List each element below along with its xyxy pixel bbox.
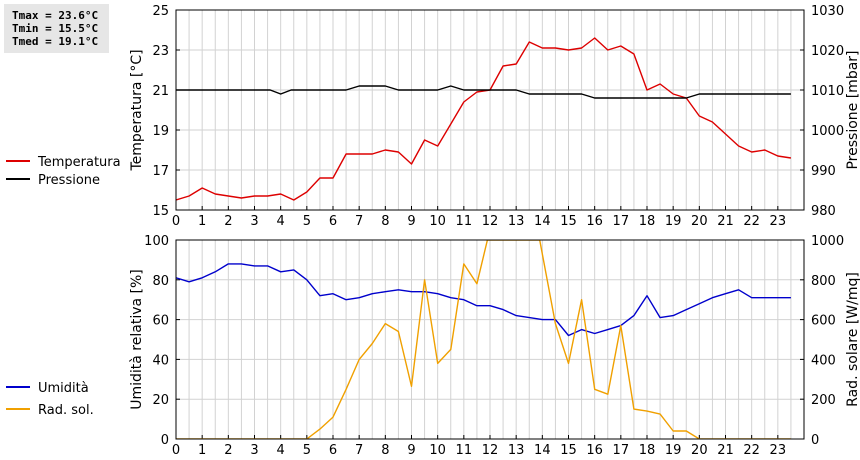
- x-tick-label: 12: [482, 214, 499, 229]
- tmax-label: Tmax = 23.6°C: [12, 9, 99, 22]
- x-tick-label: 16: [586, 214, 603, 229]
- y-axis-label: Umidità relativa [%]: [129, 269, 145, 410]
- y2-tick-label: 200: [811, 393, 836, 408]
- x-tick-label: 15: [560, 214, 577, 229]
- x-tick-label: 17: [613, 443, 630, 458]
- x-tick-label: 7: [355, 443, 363, 458]
- x-tick-label: 6: [329, 443, 337, 458]
- x-tick-label: 18: [639, 443, 656, 458]
- x-tick-label: 23: [770, 214, 787, 229]
- y2-tick-label: 990: [811, 164, 836, 179]
- plot-frame: [175, 239, 805, 440]
- x-tick-label: 23: [770, 443, 787, 458]
- tmin-label: Tmin = 15.5°C: [12, 22, 99, 35]
- y-tick-label: 19: [152, 124, 169, 139]
- plot-frame: [175, 9, 805, 211]
- x-tick-label: 15: [560, 443, 577, 458]
- x-tick-label: 8: [381, 214, 389, 229]
- x-tick-label: 19: [665, 443, 682, 458]
- x-tick-label: 13: [508, 443, 525, 458]
- y2-tick-label: 1010: [811, 84, 844, 99]
- x-tick-label: 5: [303, 443, 311, 458]
- legend-label: Pressione: [38, 173, 100, 188]
- y2-tick-label: 800: [811, 274, 836, 289]
- x-tick-label: 10: [429, 214, 446, 229]
- x-tick-label: 3: [250, 443, 258, 458]
- x-tick-label: 11: [456, 443, 473, 458]
- x-tick-label: 3: [250, 214, 258, 229]
- y2-tick-label: 1020: [811, 44, 844, 59]
- x-tick-label: 0: [172, 214, 180, 229]
- x-tick-label: 2: [224, 214, 232, 229]
- y2-axis-label: Pressione [mbar]: [845, 50, 860, 169]
- series-line-rad-sol: [176, 240, 791, 439]
- x-tick-label: 9: [407, 214, 415, 229]
- x-tick-label: 8: [381, 443, 389, 458]
- series-line-pressione: [176, 85, 791, 99]
- legend-label: Temperatura: [37, 155, 121, 170]
- y2-tick-label: 0: [811, 433, 819, 448]
- legend-label: Rad. sol.: [38, 403, 94, 418]
- x-tick-label: 20: [691, 214, 708, 229]
- y-tick-label: 80: [152, 274, 169, 289]
- x-tick-label: 21: [717, 214, 734, 229]
- x-tick-label: 7: [355, 214, 363, 229]
- y-tick-label: 0: [161, 433, 169, 448]
- y-tick-label: 23: [152, 44, 169, 59]
- x-tick-label: 22: [743, 443, 760, 458]
- y2-tick-label: 600: [811, 314, 836, 329]
- x-tick-label: 20: [691, 443, 708, 458]
- y-tick-label: 15: [152, 204, 169, 219]
- x-tick-label: 19: [665, 214, 682, 229]
- stats-box: Tmax = 23.6°C Tmin = 15.5°C Tmed = 19.1°…: [4, 4, 109, 53]
- tmed-label: Tmed = 19.1°C: [12, 35, 99, 48]
- x-tick-label: 16: [586, 443, 603, 458]
- legend-label: Umidità: [38, 381, 89, 396]
- x-tick-label: 14: [534, 443, 551, 458]
- x-tick-label: 1: [198, 443, 206, 458]
- x-tick-label: 4: [277, 443, 285, 458]
- y-tick-label: 60: [152, 314, 169, 329]
- x-tick-label: 22: [743, 214, 760, 229]
- x-tick-label: 13: [508, 214, 525, 229]
- y2-tick-label: 400: [811, 353, 836, 368]
- x-tick-label: 18: [639, 214, 656, 229]
- y2-tick-label: 1000: [811, 234, 844, 249]
- y-axis-label: Temperatura [°C]: [129, 49, 145, 171]
- x-tick-label: 2: [224, 443, 232, 458]
- x-tick-label: 14: [534, 214, 551, 229]
- x-tick-label: 10: [429, 443, 446, 458]
- x-tick-label: 0: [172, 443, 180, 458]
- y2-axis-label: Rad. solare [W/mq]: [845, 272, 860, 407]
- y-tick-label: 25: [152, 4, 169, 19]
- series-line-umidit: [176, 263, 791, 337]
- y-tick-label: 40: [152, 353, 169, 368]
- y-tick-label: 17: [152, 164, 169, 179]
- x-tick-label: 12: [482, 443, 499, 458]
- x-tick-label: 11: [456, 214, 473, 229]
- y2-tick-label: 1030: [811, 4, 844, 19]
- y-tick-label: 100: [144, 234, 169, 249]
- x-tick-label: 6: [329, 214, 337, 229]
- x-tick-label: 17: [613, 214, 630, 229]
- x-tick-label: 9: [407, 443, 415, 458]
- x-tick-label: 21: [717, 443, 734, 458]
- x-tick-label: 5: [303, 214, 311, 229]
- y2-tick-label: 980: [811, 204, 836, 219]
- x-tick-label: 1: [198, 214, 206, 229]
- y2-tick-label: 1000: [811, 124, 844, 139]
- x-tick-label: 4: [277, 214, 285, 229]
- series-line-temperatura: [176, 37, 792, 201]
- y-tick-label: 21: [152, 84, 169, 99]
- y-tick-label: 20: [152, 393, 169, 408]
